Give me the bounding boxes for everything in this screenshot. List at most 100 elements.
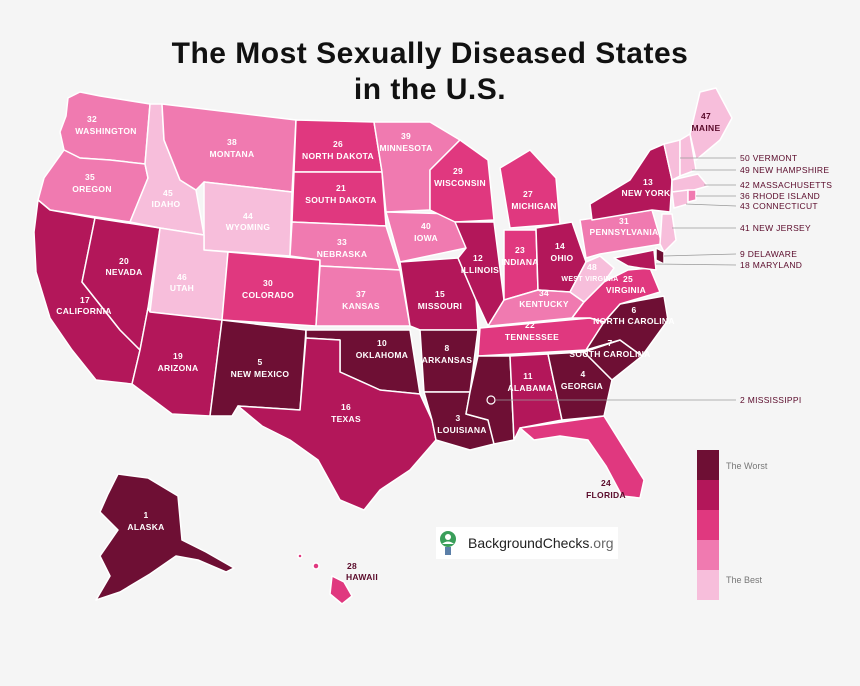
callout-nh: 49 NEW HAMPSHIRE bbox=[740, 165, 829, 175]
label-tx-rank: 16 bbox=[341, 402, 351, 412]
label-tn-name: TENNESSEE bbox=[505, 332, 559, 342]
callout-nj: 41 NEW JERSEY bbox=[740, 223, 811, 233]
label-az-rank: 19 bbox=[173, 351, 183, 361]
legend-swatch-3 bbox=[697, 510, 719, 540]
label-nd-rank: 26 bbox=[333, 139, 343, 149]
state-georgia[interactable] bbox=[547, 351, 613, 421]
label-mi-rank: 27 bbox=[523, 189, 533, 199]
label-hi-name: HAWAII bbox=[346, 572, 378, 582]
label-ky-rank: 34 bbox=[539, 288, 549, 298]
state-new-jersey[interactable] bbox=[659, 213, 677, 253]
state-hawaii[interactable] bbox=[329, 575, 353, 605]
color-legend: The Worst The Best bbox=[697, 450, 768, 600]
label-ok-rank: 10 bbox=[377, 338, 387, 348]
label-fl-rank: 24 bbox=[601, 478, 611, 488]
label-ut-rank: 46 bbox=[177, 272, 187, 282]
state-arizona[interactable] bbox=[131, 307, 223, 417]
label-oh-rank: 14 bbox=[555, 241, 565, 251]
label-nv-rank: 20 bbox=[119, 256, 129, 266]
label-ne-rank: 33 bbox=[337, 237, 347, 247]
leader-md bbox=[655, 263, 737, 266]
legend-swatch-1 bbox=[697, 450, 719, 480]
label-la-rank: 3 bbox=[455, 413, 460, 423]
label-ak-rank: 1 bbox=[143, 510, 148, 520]
state-wisconsin[interactable] bbox=[429, 139, 495, 223]
state-florida[interactable] bbox=[519, 415, 645, 499]
label-wi-rank: 29 bbox=[453, 166, 463, 176]
label-me-name: MAINE bbox=[692, 123, 721, 133]
label-pa-rank: 31 bbox=[619, 216, 629, 226]
label-me-rank: 47 bbox=[701, 111, 711, 121]
leader-ct bbox=[685, 203, 737, 207]
legend-best-label: The Best bbox=[726, 575, 763, 585]
label-wv-name: WEST VIRGINIA bbox=[561, 276, 618, 283]
state-new-york[interactable] bbox=[589, 143, 673, 221]
label-in-name: INDIANA bbox=[501, 257, 539, 267]
label-or-name: OREGON bbox=[72, 184, 112, 194]
label-pa-name: PENNSYLVANIA bbox=[590, 227, 659, 237]
label-va-rank: 25 bbox=[623, 274, 633, 284]
label-mo-name: MISSOURI bbox=[418, 301, 462, 311]
mississippi-marker bbox=[486, 395, 496, 405]
label-ok-name: OKLAHOMA bbox=[356, 350, 408, 360]
state-illinois[interactable] bbox=[454, 221, 505, 327]
state-montana[interactable] bbox=[161, 103, 297, 193]
background-checks-logo[interactable]: BackgroundChecks.org bbox=[436, 527, 618, 559]
label-tn-rank: 22 bbox=[525, 320, 535, 330]
leader-de bbox=[663, 253, 737, 257]
state-labels: 32 WASHINGTON 35 OREGON 17 CALIFORNIA 20… bbox=[56, 111, 720, 582]
label-ca-name: CALIFORNIA bbox=[56, 306, 111, 316]
state-colorado[interactable] bbox=[221, 251, 321, 327]
legend-swatch-4 bbox=[697, 540, 719, 570]
label-oh-name: OHIO bbox=[551, 253, 574, 263]
state-maryland[interactable] bbox=[613, 249, 657, 271]
label-wv-rank: 48 bbox=[587, 262, 597, 272]
label-il-name: ILLINOIS bbox=[461, 265, 499, 275]
label-fl-name: FLORIDA bbox=[586, 490, 626, 500]
label-ar-name: ARKANSAS bbox=[422, 355, 473, 365]
label-la-name: LOUISIANA bbox=[437, 425, 486, 435]
label-al-name: ALABAMA bbox=[507, 383, 552, 393]
label-wa-name: WASHINGTON bbox=[75, 126, 136, 136]
label-az-name: ARIZONA bbox=[158, 363, 199, 373]
state-new-mexico[interactable] bbox=[209, 319, 307, 417]
state-rhode-island[interactable] bbox=[687, 189, 697, 203]
label-id-rank: 45 bbox=[163, 188, 173, 198]
hawaii-island-tiny bbox=[297, 553, 303, 559]
state-alaska[interactable] bbox=[95, 473, 235, 601]
state-maine[interactable] bbox=[689, 87, 733, 161]
label-tx-name: TEXAS bbox=[331, 414, 361, 424]
label-mn-name: MINNESOTA bbox=[379, 143, 432, 153]
label-ne-name: NEBRASKA bbox=[317, 249, 368, 259]
label-ks-rank: 37 bbox=[356, 289, 366, 299]
label-co-name: COLORADO bbox=[242, 290, 294, 300]
state-west-virginia[interactable] bbox=[569, 255, 615, 303]
label-ky-name: KENTUCKY bbox=[519, 299, 569, 309]
callout-ma: 42 MASSACHUSETTS bbox=[740, 180, 832, 190]
label-mt-name: MONTANA bbox=[210, 149, 255, 159]
label-ia-name: IOWA bbox=[414, 233, 438, 243]
state-texas[interactable] bbox=[237, 337, 437, 511]
legend-swatch-5 bbox=[697, 570, 719, 600]
label-ga-name: GEORGIA bbox=[561, 381, 603, 391]
state-connecticut[interactable] bbox=[671, 189, 689, 209]
label-ut-name: UTAH bbox=[170, 283, 194, 293]
label-id-name: IDAHO bbox=[152, 199, 181, 209]
map-title-line-2: in the U.S. bbox=[353, 73, 507, 106]
label-nc-rank: 6 bbox=[631, 305, 636, 315]
side-callouts: 50 VERMONT 49 NEW HAMPSHIRE 42 MASSACHUS… bbox=[486, 153, 832, 405]
label-nd-name: NORTH DAKOTA bbox=[302, 151, 374, 161]
state-alabama[interactable] bbox=[509, 353, 563, 441]
label-co-rank: 30 bbox=[263, 278, 273, 288]
label-al-rank: 11 bbox=[523, 371, 533, 381]
state-massachusetts[interactable] bbox=[671, 173, 709, 193]
label-nc-name: NORTH CAROLINA bbox=[593, 316, 675, 326]
callout-ms: 2 MISSISSIPPI bbox=[740, 395, 802, 405]
callout-de: 9 DELAWARE bbox=[740, 249, 797, 259]
label-il-rank: 12 bbox=[473, 253, 483, 263]
label-mi-name: MICHIGAN bbox=[511, 201, 556, 211]
legend-worst-label: The Worst bbox=[726, 461, 768, 471]
label-sd-name: SOUTH DAKOTA bbox=[305, 195, 376, 205]
legend-swatch-2 bbox=[697, 480, 719, 510]
logo-suffix: .org bbox=[589, 535, 614, 551]
